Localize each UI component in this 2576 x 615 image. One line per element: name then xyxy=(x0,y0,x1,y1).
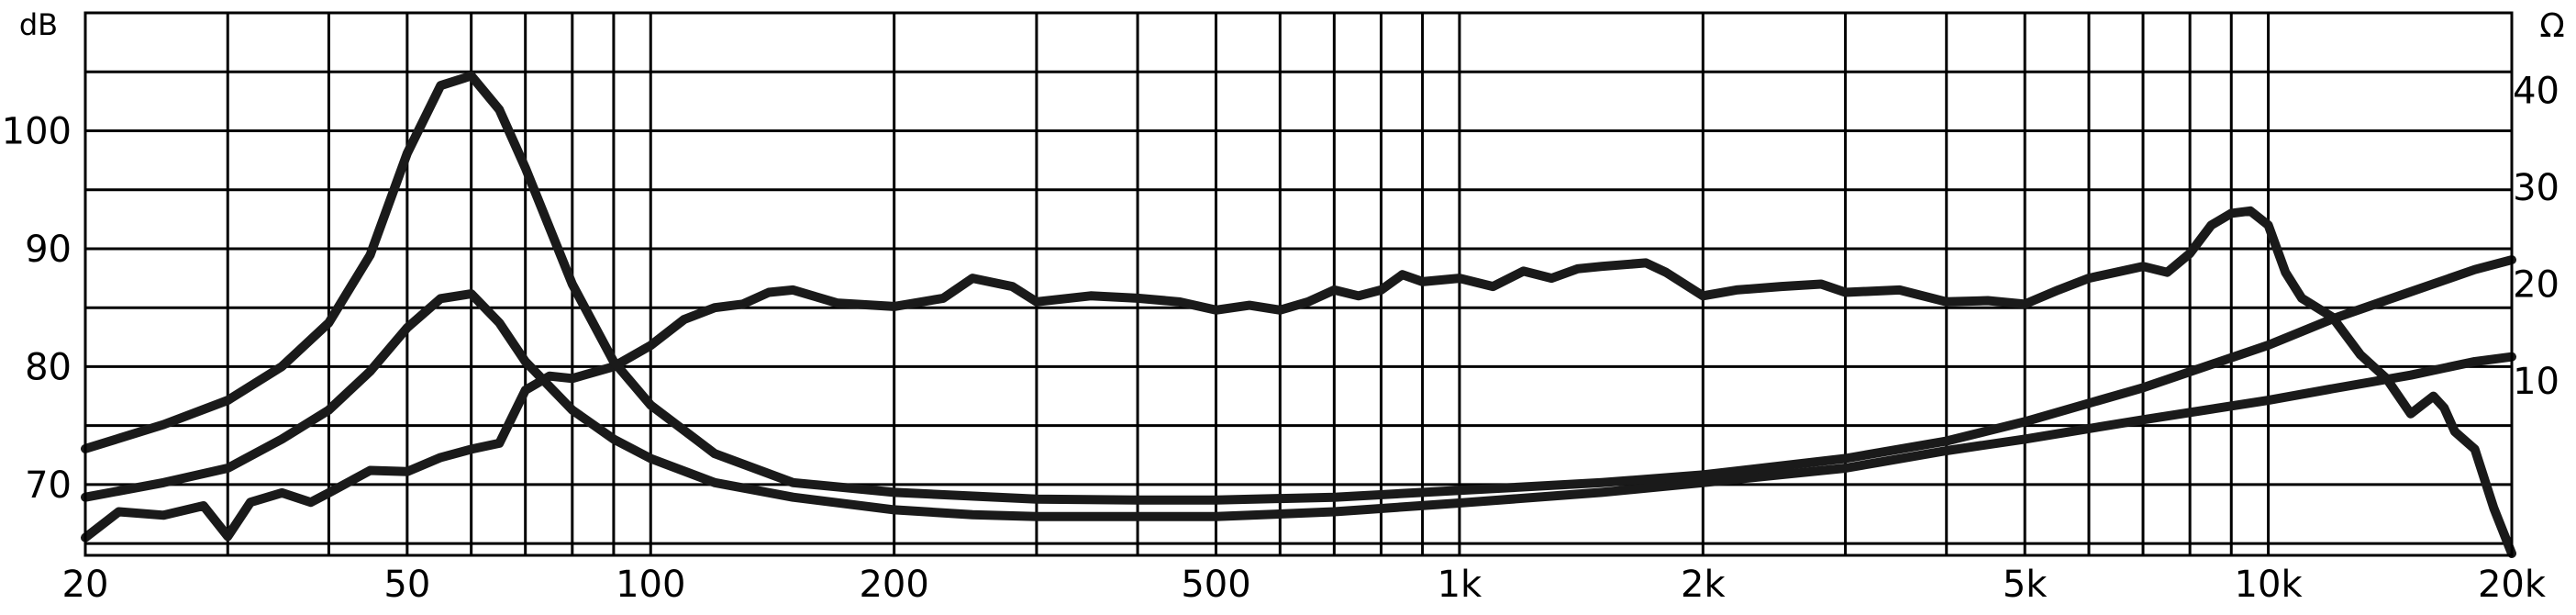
x-tick-label: 2k xyxy=(1681,564,1726,606)
grid xyxy=(85,13,2512,555)
y-right-tick-label: 40 xyxy=(2513,70,2559,112)
x-tick-label: 200 xyxy=(859,564,928,606)
y-left-tick-label: 100 xyxy=(2,110,72,152)
x-tick-label: 20 xyxy=(62,564,109,606)
y-right-tick-label: 30 xyxy=(2513,167,2559,209)
labels: 20 50 100 200 500 1k 2k 5k 10k 20k 70 80 90 100 10 20 30… xyxy=(2,70,2559,606)
plot-frame xyxy=(83,11,2514,557)
series-line-1 xyxy=(81,206,2516,558)
y-left-tick-label: 70 xyxy=(25,464,72,507)
right-axis-unit-label: Ω xyxy=(2539,7,2565,45)
x-tick-label: 10k xyxy=(2235,564,2304,606)
x-tick-label: 5k xyxy=(2003,564,2048,606)
x-tick-label: 100 xyxy=(616,564,685,606)
y-right-tick-label: 20 xyxy=(2513,264,2559,307)
x-tick-label: 500 xyxy=(1181,564,1250,606)
y-left-tick-label: 80 xyxy=(25,346,72,388)
y-right-tick-label: 10 xyxy=(2513,361,2559,403)
y-left-tick-label: 90 xyxy=(25,229,72,271)
series-group xyxy=(81,71,2516,558)
series-line-3 xyxy=(81,71,2516,505)
series-line-2 xyxy=(81,289,2516,521)
x-tick-label: 50 xyxy=(383,564,430,606)
x-tick-label: 1k xyxy=(1438,564,1482,606)
x-tick-label: 20k xyxy=(2478,564,2547,606)
left-axis-unit-label: dB xyxy=(19,7,58,42)
